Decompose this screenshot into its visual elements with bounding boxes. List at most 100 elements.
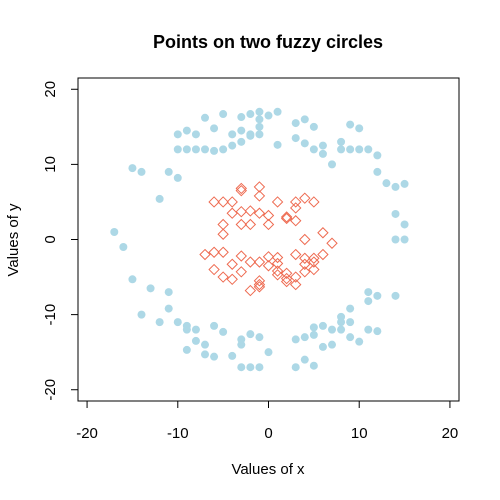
- outer-point: [182, 345, 191, 354]
- outer-point: [264, 348, 273, 357]
- outer-point: [128, 164, 137, 173]
- inner-point: [280, 275, 293, 288]
- inner-point: [253, 207, 266, 219]
- x-tick-label: -10: [167, 425, 189, 442]
- y-tick-label: -10: [42, 304, 59, 326]
- outer-point: [318, 149, 327, 158]
- outer-point: [400, 179, 409, 188]
- outer-point: [337, 145, 346, 154]
- outer-point: [355, 145, 364, 154]
- outer-point: [318, 141, 327, 150]
- outer-point: [373, 167, 382, 176]
- inner-point: [217, 218, 229, 231]
- x-tick-label: -20: [76, 425, 98, 442]
- x-tick-label: 10: [351, 425, 368, 442]
- inner-point: [226, 196, 238, 208]
- inner-point: [308, 196, 320, 208]
- outer-point: [191, 325, 200, 334]
- outer-point: [373, 151, 382, 160]
- inner-point: [271, 196, 284, 208]
- outer-point: [228, 130, 237, 139]
- outer-point: [237, 113, 246, 122]
- inner-point: [262, 218, 275, 231]
- outer-point: [191, 145, 200, 154]
- inner-point: [308, 256, 320, 268]
- inner-point: [290, 202, 302, 214]
- inner-point: [271, 251, 284, 264]
- outer-point: [309, 361, 318, 370]
- outer-point: [164, 167, 173, 176]
- outer-point: [300, 355, 309, 364]
- inner-point: [271, 269, 284, 281]
- inner-point: [253, 278, 266, 291]
- outer-point: [291, 134, 300, 143]
- outer-point: [228, 141, 237, 150]
- outer-point: [191, 336, 200, 345]
- inner-point: [199, 248, 211, 261]
- outer-point: [164, 304, 173, 313]
- outer-point: [382, 179, 391, 188]
- inner-point: [299, 192, 311, 204]
- outer-point: [201, 113, 209, 122]
- outer-point: [346, 145, 355, 154]
- inner-point: [235, 205, 247, 218]
- inner-point: [290, 278, 302, 291]
- outer-point: [309, 145, 318, 154]
- outer-point: [328, 340, 336, 349]
- inner-point: [253, 281, 266, 293]
- outer-point: [246, 131, 255, 140]
- outer-point: [309, 323, 318, 332]
- outer-point: [201, 145, 209, 154]
- outer-point: [110, 227, 119, 236]
- outer-point: [137, 310, 146, 319]
- outer-point: [300, 139, 309, 148]
- outer-point: [400, 220, 409, 229]
- outer-point: [337, 137, 346, 146]
- outer-point: [355, 337, 364, 346]
- outer-point: [328, 325, 336, 334]
- outer-point: [182, 126, 191, 135]
- outer-point: [309, 122, 318, 131]
- inner-point: [326, 237, 338, 249]
- inner-point: [271, 257, 284, 270]
- inner-point: [235, 218, 247, 231]
- x-axis-label: Values of x: [231, 461, 305, 478]
- outer-point: [182, 321, 191, 330]
- inner-point: [235, 266, 247, 278]
- outer-point: [146, 284, 155, 293]
- inner-point: [208, 196, 220, 208]
- outer-point: [155, 318, 164, 327]
- outer-point: [246, 110, 255, 119]
- y-axis: -20 -10 0 10 20: [42, 81, 79, 401]
- y-tick-label: 10: [42, 156, 59, 173]
- inner-point: [299, 258, 311, 270]
- inner-point: [317, 227, 329, 239]
- inner-point: [290, 271, 302, 283]
- inner-point: [262, 251, 275, 263]
- outer-point: [210, 146, 219, 155]
- inner-point: [244, 284, 257, 297]
- inner-point: [262, 260, 275, 272]
- outer-point: [264, 111, 273, 120]
- inner-point: [217, 228, 229, 240]
- inner-point: [208, 263, 220, 276]
- outer-point: [391, 235, 400, 244]
- chart-title: Points on two fuzzy circles: [153, 32, 383, 52]
- outer-point: [173, 318, 182, 327]
- inner-point: [280, 212, 293, 225]
- outer-point: [391, 291, 400, 300]
- inner-point: [253, 181, 266, 193]
- outer-point: [346, 304, 355, 313]
- outer-point: [337, 318, 346, 327]
- inner-point: [226, 207, 238, 219]
- inner-point: [271, 265, 284, 277]
- outer-point: [346, 120, 355, 129]
- outer-point: [273, 140, 282, 149]
- outer-point: [173, 130, 182, 139]
- inner-point: [308, 252, 320, 264]
- inner-point: [308, 263, 320, 276]
- inner-point: [262, 209, 275, 222]
- inner-point: [235, 250, 247, 262]
- inner-point: [290, 215, 302, 227]
